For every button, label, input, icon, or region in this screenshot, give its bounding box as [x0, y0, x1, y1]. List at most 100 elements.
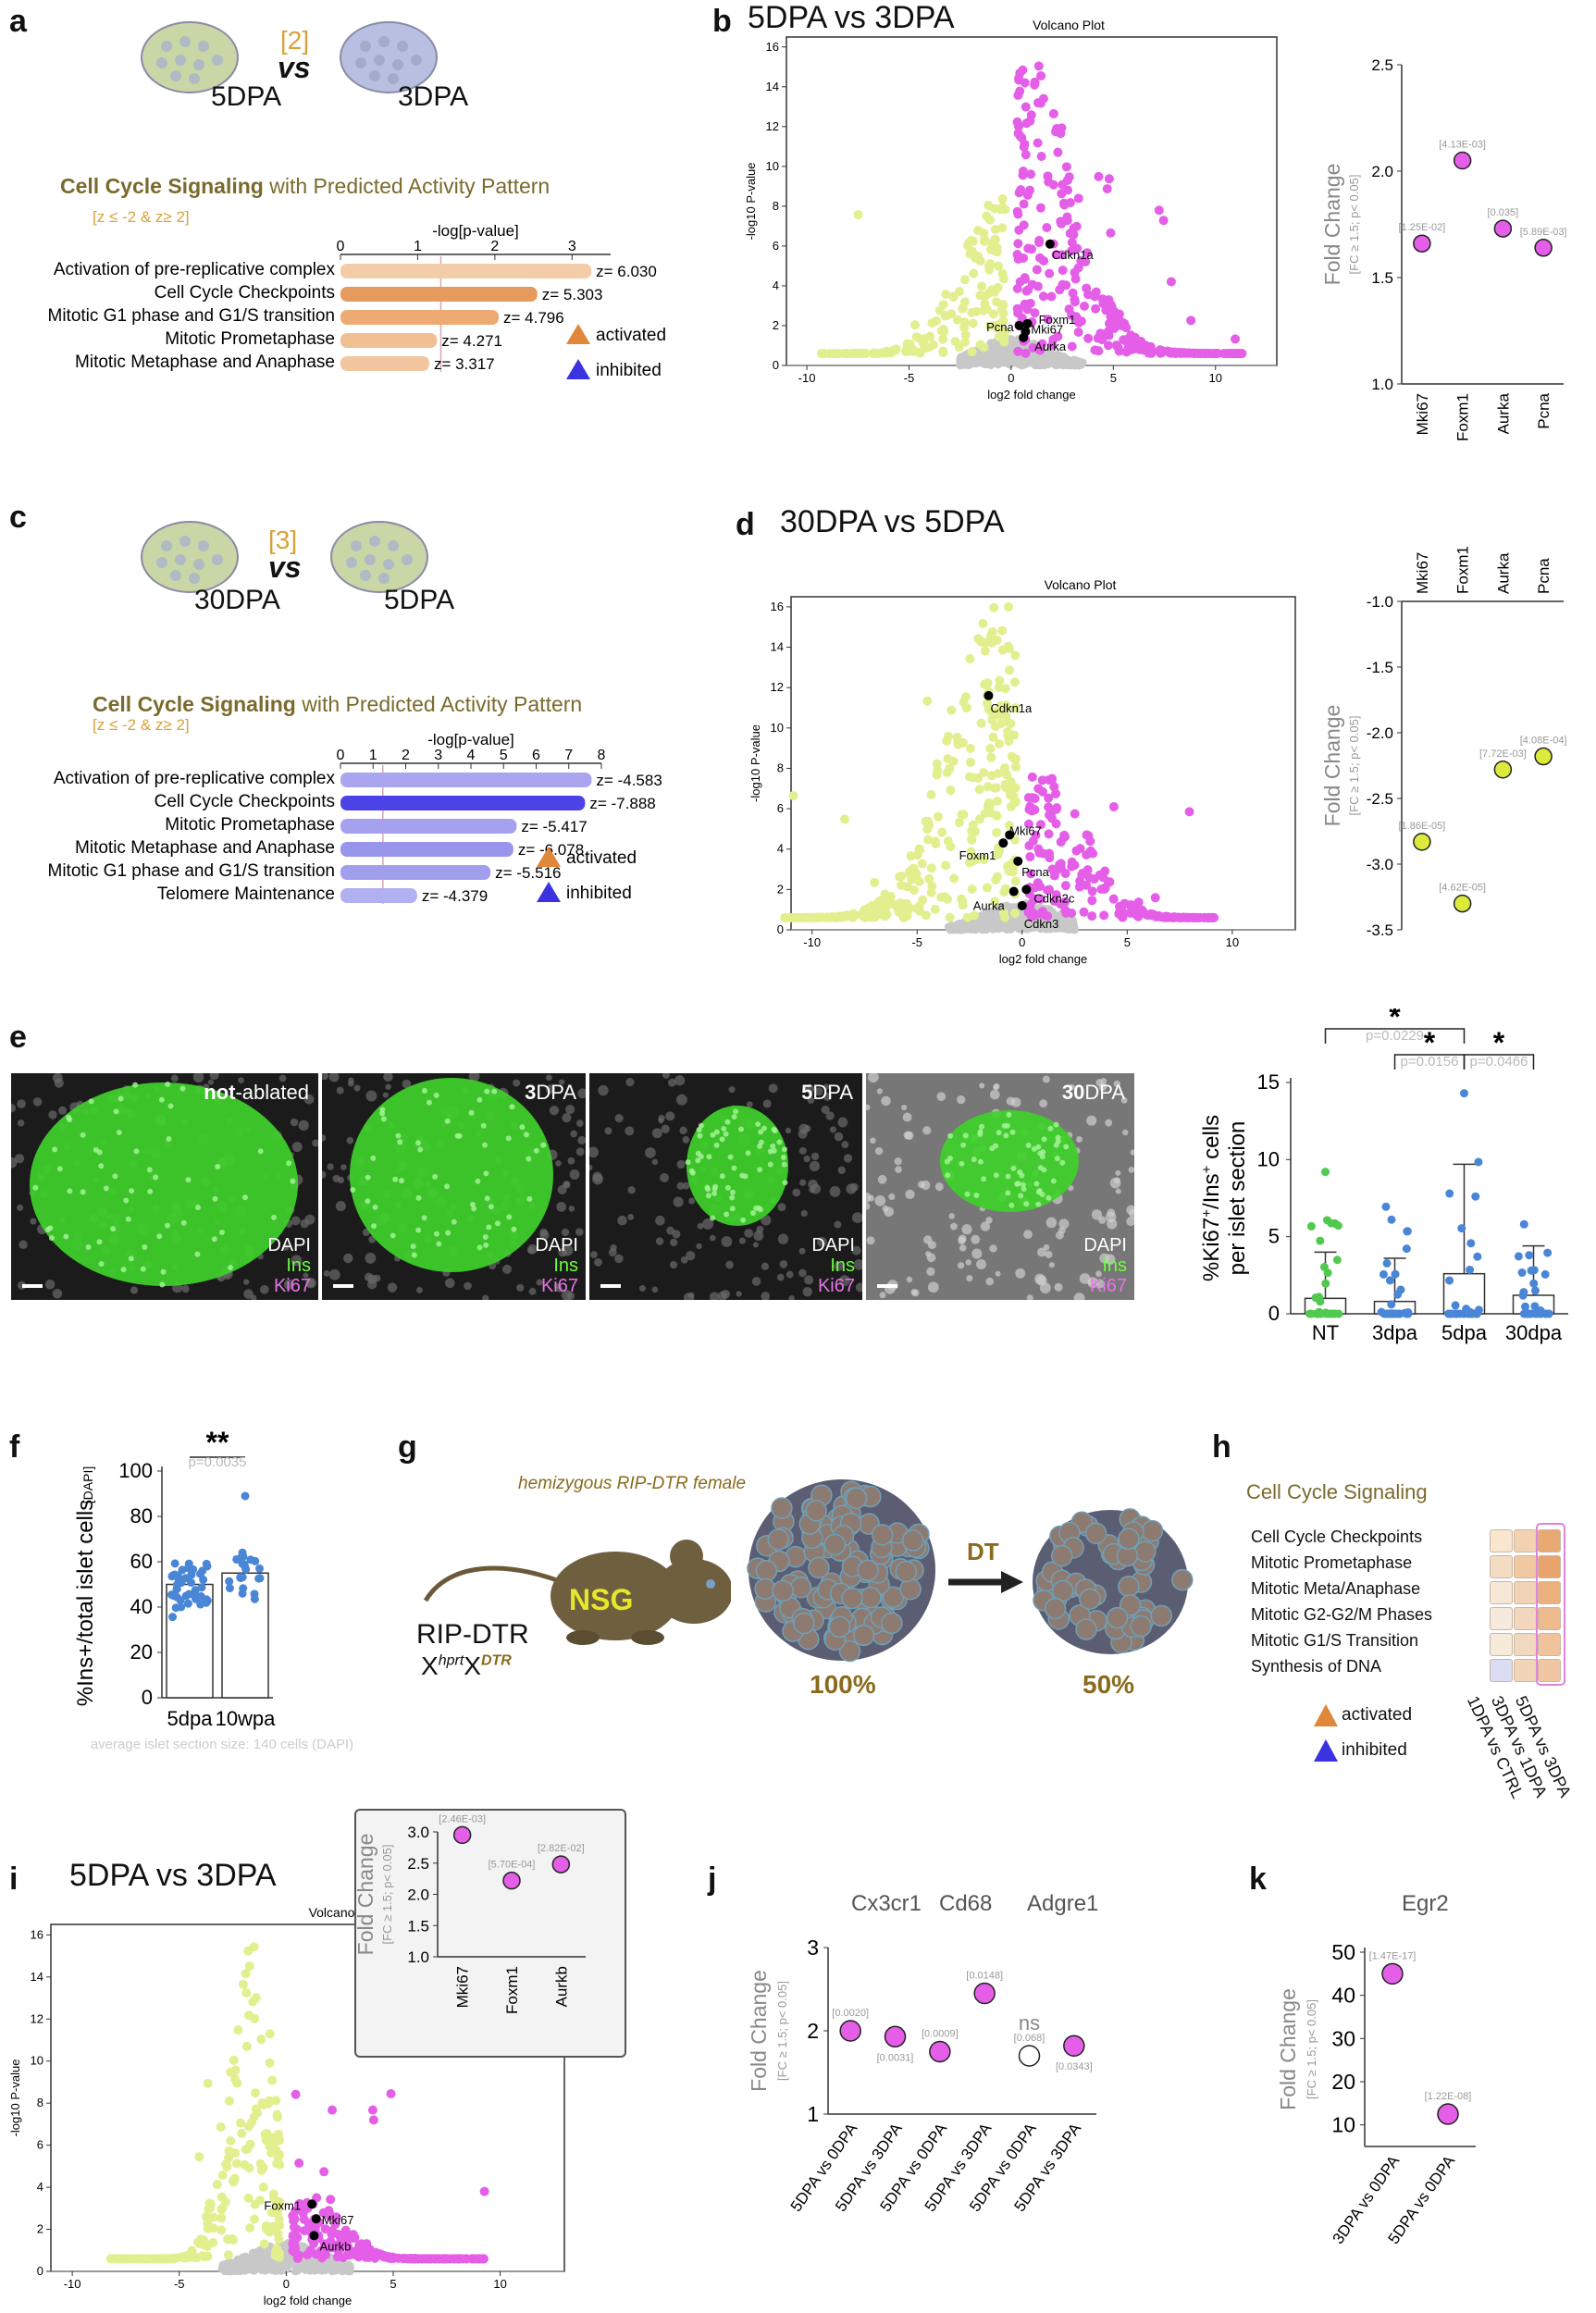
p-value-label: [5.70E-04] [489, 1860, 536, 1871]
x-tick-label: 5 [500, 748, 508, 763]
beta-cell [901, 1529, 924, 1552]
point-down [782, 912, 792, 922]
point-down [217, 2192, 227, 2202]
point-down [992, 827, 1002, 837]
panel-label-d: d [736, 507, 755, 542]
point-up [1032, 265, 1042, 275]
data-point [241, 1491, 250, 1501]
gene-point [1017, 900, 1027, 910]
p-value-label: [1.47E-17] [1369, 1950, 1417, 1961]
nucleus [346, 1136, 354, 1144]
point-up [1058, 266, 1068, 276]
nucleus [44, 1280, 56, 1290]
gene-label: Pcna [1021, 865, 1049, 879]
point-up [1166, 277, 1176, 287]
nucleus [392, 1176, 399, 1182]
nucleus [303, 1094, 315, 1105]
fold-change-point [1493, 219, 1513, 238]
point-down [980, 646, 990, 656]
point-up [1206, 912, 1217, 922]
point-down [959, 297, 970, 307]
nucleus [1053, 1142, 1059, 1148]
nucleus [133, 1148, 140, 1155]
x-tick-label: 5 [1124, 935, 1131, 949]
significance-bracket [1324, 1028, 1466, 1044]
point-ns [259, 2258, 268, 2268]
nucleus [476, 1244, 483, 1251]
point-up [393, 2253, 403, 2263]
fold-change-plot-i: 1.0 1.5 2.0 2.5 3.0 [2.46E-03] Mki67 [5.70E-04]… [354, 1813, 586, 2014]
channel-ki67: Ki67 [817, 1276, 855, 1296]
y-tick-label: 60 [130, 1550, 153, 1573]
pathway-label: Mitotic Metaphase and Anaphase [75, 838, 335, 858]
channel-dapi: DAPI [1083, 1235, 1127, 1255]
nucleus [159, 1281, 166, 1288]
point-down [990, 204, 1000, 214]
point-down [817, 912, 827, 922]
z-score-label: z= 3.317 [434, 355, 495, 373]
point-down [921, 816, 931, 826]
point-up [1038, 291, 1048, 302]
point-up [353, 2252, 364, 2262]
point-down [992, 796, 1002, 806]
data-point [1391, 1269, 1400, 1279]
nucleus [776, 1273, 785, 1281]
nucleus [752, 1242, 759, 1248]
fold-change-point [452, 1825, 472, 1845]
nucleus [118, 1095, 124, 1102]
point-down [238, 1979, 248, 1989]
point-down [957, 894, 967, 904]
heatmap-cell [1538, 1607, 1561, 1630]
point-ns [241, 2266, 250, 2275]
y-tick-label: 0 [1268, 1302, 1280, 1325]
point-up [353, 2242, 364, 2252]
pathway-label: Activation of pre-replicative complex [54, 769, 336, 788]
point-down [241, 2041, 252, 2051]
point-down [967, 308, 977, 318]
nucleus [1058, 1218, 1070, 1230]
point-down [932, 759, 942, 769]
nucleus [146, 1167, 153, 1173]
point-up [1070, 297, 1080, 307]
y-axis-label: Fold Change [1276, 1988, 1300, 2110]
point-up [1031, 830, 1041, 840]
point-down [967, 834, 977, 844]
nucleus [882, 1205, 889, 1212]
nucleus [414, 1140, 421, 1146]
nucleus [834, 1220, 842, 1229]
nucleus [290, 1118, 299, 1127]
data-point [172, 1584, 181, 1593]
data-point [1514, 1252, 1523, 1261]
point-down [988, 732, 998, 742]
nucleus [484, 1088, 490, 1095]
point-up [1056, 898, 1066, 909]
y-tick-label: 2 [807, 2019, 819, 2043]
y-tick-label: -2.0 [1367, 724, 1393, 742]
heatmap-row-label: Cell Cycle Checkpoints [1251, 1528, 1423, 1546]
nucleus [881, 1095, 891, 1107]
nucleus [902, 1112, 912, 1122]
point-down [870, 877, 880, 887]
point-up [1013, 306, 1023, 316]
point-up [1013, 346, 1023, 356]
point-up [1150, 893, 1160, 903]
nucleus [166, 1136, 172, 1143]
ref-a: [2] [280, 26, 310, 55]
point-up [1042, 223, 1052, 233]
heatmap-cell [1490, 1633, 1513, 1656]
volcano-plot-d: Volcano Plot -10 -5 0 5 10 0 2 4 6 8 10 12 14 16 log2 f… [749, 577, 1296, 966]
point-down [233, 2025, 243, 2035]
point-down [180, 2253, 191, 2263]
x-tick-label: 7 [564, 748, 573, 763]
p-value-label: p=0.0229 [1366, 1028, 1424, 1044]
point-down [940, 892, 950, 902]
nucleus [165, 1222, 171, 1229]
nucleus [658, 1118, 664, 1124]
nucleus [528, 1287, 537, 1295]
point-down [1000, 684, 1010, 694]
p-value-label: [0.068] [1014, 2033, 1045, 2044]
y-tick-label: 0 [773, 358, 779, 372]
y-axis-sublabel: [DAPI] [80, 1466, 95, 1503]
fc-axis-label: Fold Change [1320, 164, 1344, 286]
y-tick-label: 3 [807, 1936, 819, 1960]
